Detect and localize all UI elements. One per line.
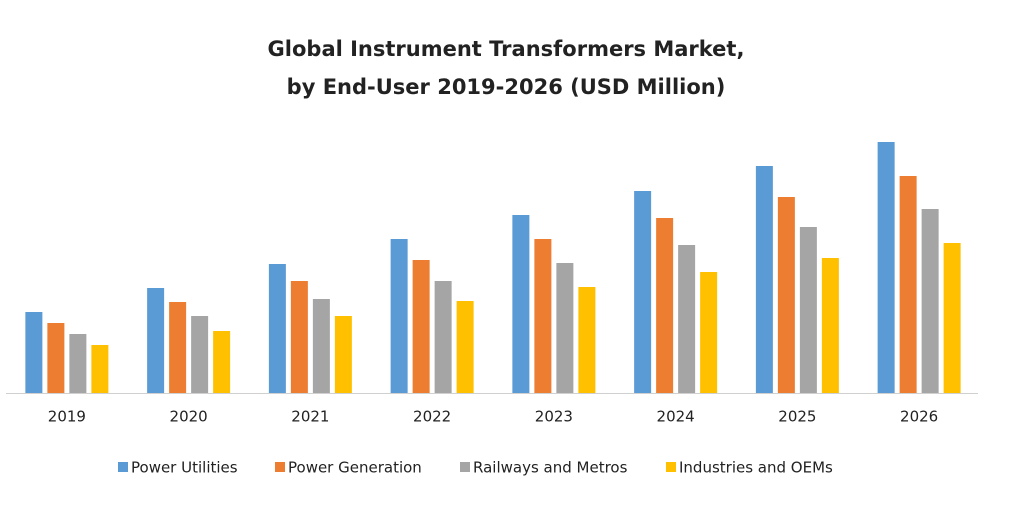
bar — [268, 264, 286, 393]
bar — [147, 288, 165, 393]
bar — [191, 316, 209, 393]
legend-label: Power Utilities — [131, 459, 238, 477]
x-tick-label: 2022 — [413, 408, 451, 426]
bar — [656, 218, 674, 393]
bar — [634, 191, 652, 393]
bar — [91, 345, 109, 393]
bar — [334, 316, 352, 393]
bar — [290, 281, 308, 393]
bar — [534, 239, 552, 393]
bar — [456, 301, 474, 393]
bar — [899, 176, 917, 393]
bar — [390, 239, 408, 393]
x-tick-label: 2026 — [900, 408, 938, 426]
bar — [512, 215, 530, 393]
legend-swatch — [666, 462, 676, 472]
legend-swatch — [460, 462, 470, 472]
x-tick-label: 2025 — [778, 408, 816, 426]
chart-title: by End-User 2019-2026 (USD Million) — [287, 75, 726, 99]
bar — [412, 260, 430, 393]
bar — [821, 258, 839, 393]
x-tick-label: 2021 — [291, 408, 329, 426]
bar — [943, 243, 961, 393]
x-tick-label: 2024 — [657, 408, 695, 426]
bar — [678, 245, 696, 393]
legend-swatch — [275, 462, 285, 472]
bar — [700, 272, 718, 393]
bar — [799, 227, 817, 393]
x-tick-label: 2020 — [170, 408, 208, 426]
legend-label: Railways and Metros — [473, 459, 628, 477]
bar — [921, 209, 939, 393]
bar — [556, 263, 574, 393]
x-tick-label: 2023 — [535, 408, 573, 426]
bar — [47, 323, 65, 393]
bar — [578, 287, 596, 393]
bar — [312, 299, 330, 393]
bar — [777, 197, 795, 393]
legend-label: Industries and OEMs — [679, 459, 833, 477]
bar — [25, 312, 43, 393]
bar — [69, 334, 87, 393]
bar — [213, 331, 231, 393]
bar — [755, 166, 773, 393]
legend-label: Power Generation — [288, 459, 422, 477]
x-tick-label: 2019 — [48, 408, 86, 426]
legend-swatch — [118, 462, 128, 472]
bar — [434, 281, 452, 393]
chart-title: Global Instrument Transformers Market, — [268, 37, 745, 61]
bar — [877, 142, 895, 393]
bar — [169, 302, 187, 393]
